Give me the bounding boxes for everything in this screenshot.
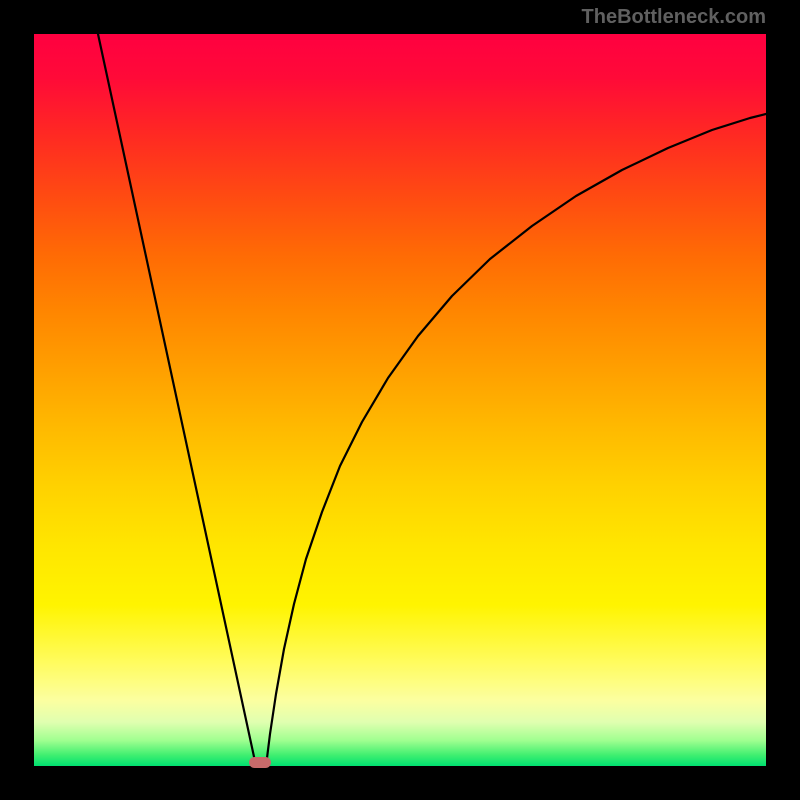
chart-container: TheBottleneck.com: [0, 0, 800, 800]
gradient-background: [34, 34, 766, 766]
watermark-text: TheBottleneck.com: [582, 6, 766, 29]
plot-area: [34, 34, 766, 766]
minimum-marker: [249, 757, 271, 768]
